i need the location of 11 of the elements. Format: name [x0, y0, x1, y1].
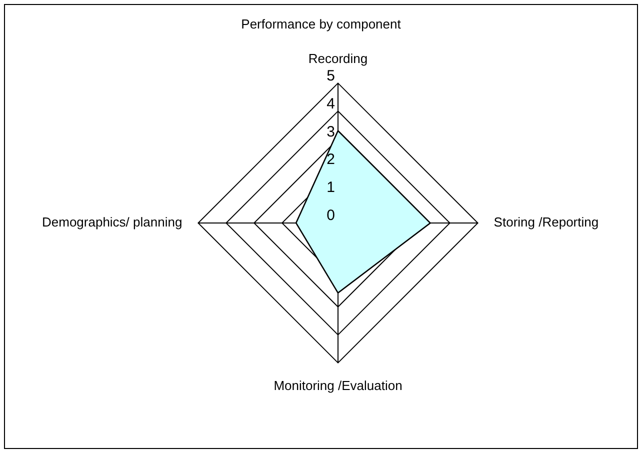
- y-tick-label: 5: [326, 67, 335, 84]
- spoke-label: Demographics/ planning: [42, 214, 182, 230]
- spoke-label: Monitoring /Evaluation: [274, 378, 402, 394]
- y-tick-label: 0: [326, 207, 335, 224]
- spoke-label: Storing /Reporting: [494, 214, 599, 230]
- y-tick-label: 3: [326, 123, 335, 140]
- y-tick-label: 4: [326, 95, 335, 112]
- spoke-label: Recording: [308, 50, 368, 66]
- y-tick-label: 1: [326, 179, 335, 196]
- chart-title: Performance by component: [241, 16, 402, 32]
- y-tick-label: 2: [326, 151, 335, 168]
